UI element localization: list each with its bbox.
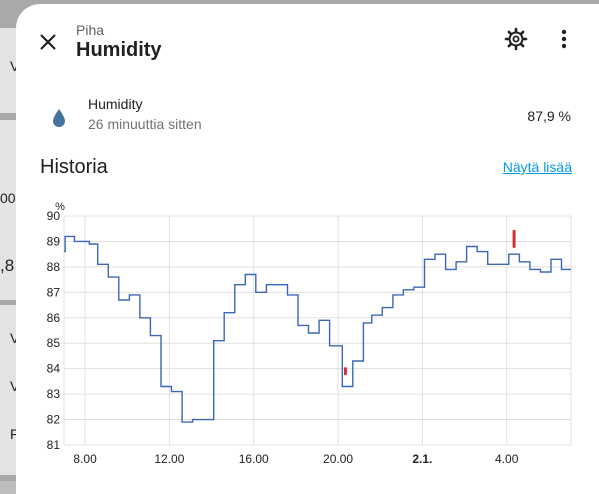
domain-label: Piha <box>76 22 105 38</box>
dialog-header: Piha Humidity <box>16 4 599 76</box>
dialog-title: Humidity <box>76 39 162 61</box>
y-tick-label: 90 <box>47 209 61 223</box>
close-button[interactable] <box>30 24 66 60</box>
x-tick-label: 8.00 <box>73 452 97 466</box>
background-card <box>0 120 16 300</box>
y-axis-unit-label: % <box>55 201 65 213</box>
y-tick-label: 82 <box>47 413 61 427</box>
water-drop-icon <box>53 109 65 127</box>
gear-icon <box>504 27 528 51</box>
x-tick-label: 12.00 <box>154 452 184 466</box>
history-title: Historia <box>40 156 108 178</box>
y-tick-label: 84 <box>47 362 61 376</box>
y-tick-label: 83 <box>47 387 61 401</box>
close-icon <box>40 34 56 50</box>
x-tick-label: 20.00 <box>323 452 353 466</box>
entity-state-value: 87,9 % <box>527 108 571 124</box>
settings-button[interactable] <box>502 25 530 53</box>
y-tick-label: 81 <box>47 438 61 452</box>
y-tick-label: 88 <box>47 260 61 274</box>
y-tick-label: 87 <box>47 285 61 299</box>
more-vertical-icon <box>561 29 567 49</box>
more-options-button[interactable] <box>552 25 576 53</box>
entity-row[interactable]: Humidity 26 minuuttia sitten 87,9 % <box>16 88 599 138</box>
background-text: F <box>10 426 19 442</box>
entity-last-changed: 26 minuuttia sitten <box>88 116 202 132</box>
x-tick-label: 4.00 <box>495 452 519 466</box>
humidity-series-line <box>64 235 571 423</box>
x-tick-label: 16.00 <box>239 452 269 466</box>
y-tick-label: 85 <box>47 336 61 350</box>
show-more-link[interactable]: Näytä lisää <box>502 159 572 175</box>
background-text: 00 <box>0 190 16 206</box>
y-tick-label: 86 <box>47 311 61 325</box>
more-info-dialog: Piha Humidity <box>16 4 599 494</box>
history-chart[interactable]: 81 82 83 84 85 86 87 88 89 90 8.00 12.00 16.00 20.00 2… <box>16 4 599 494</box>
entity-name: Humidity <box>88 96 143 112</box>
background-text: V <box>10 330 20 346</box>
background-card <box>0 28 16 113</box>
background-text: V <box>10 58 20 74</box>
y-tick-label: 89 <box>47 234 61 248</box>
x-tick-label: 2.1. <box>412 452 432 466</box>
background-card <box>0 305 16 475</box>
background-text: V <box>10 378 20 394</box>
background-text: ,8 <box>0 256 15 275</box>
